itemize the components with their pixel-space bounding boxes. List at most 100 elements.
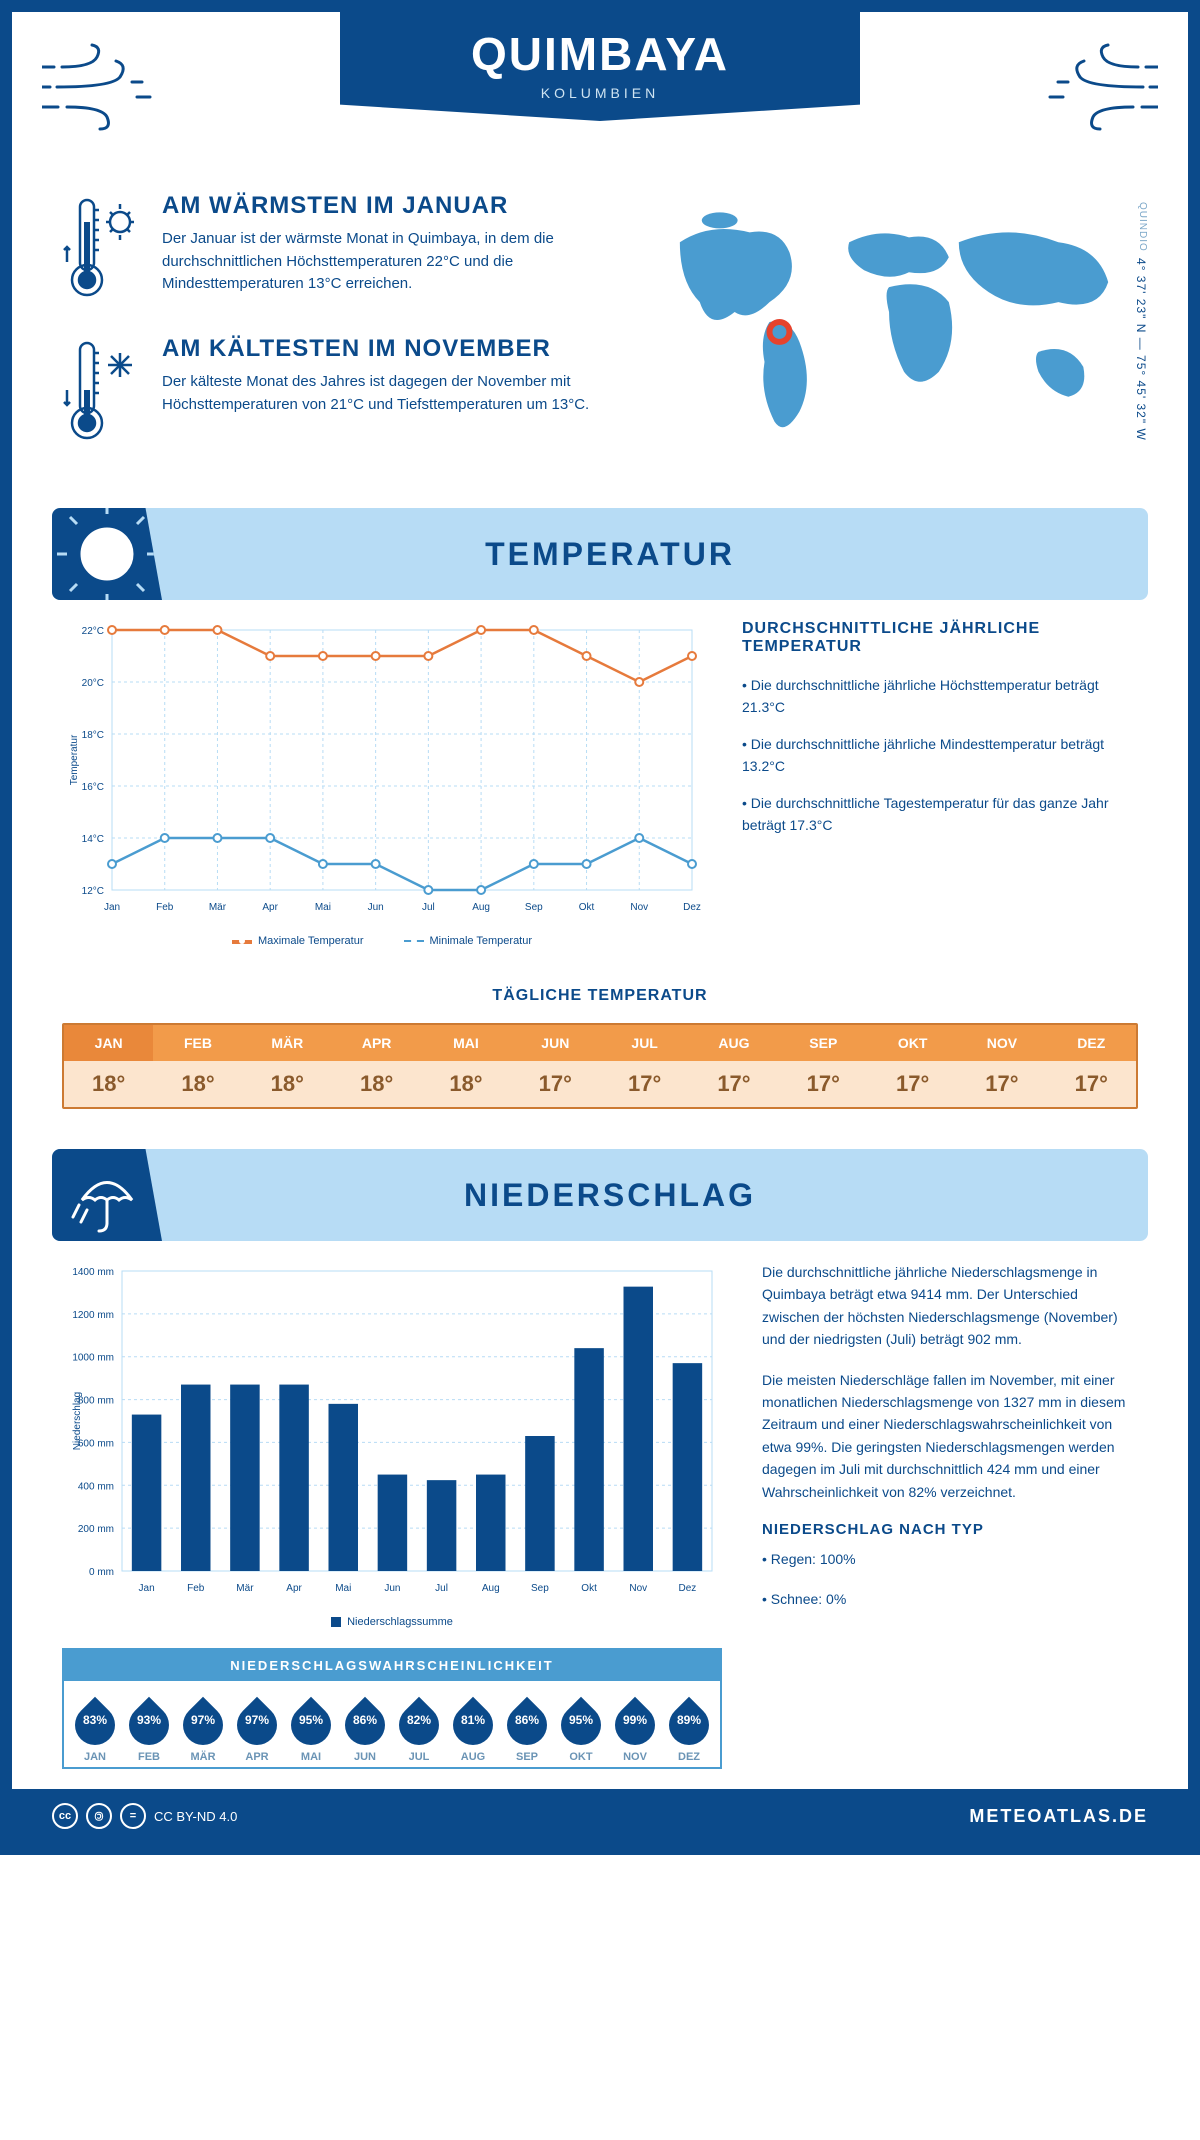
svg-text:400 mm: 400 mm (78, 1481, 114, 1492)
temperature-heading: TEMPERATUR (162, 536, 1058, 573)
svg-text:Niederschlag: Niederschlag (72, 1392, 83, 1450)
svg-text:Mär: Mär (209, 902, 227, 913)
svg-text:0 mm: 0 mm (89, 1567, 114, 1578)
probability-cell: 99% NOV (608, 1695, 662, 1763)
drop-icon: 99% (615, 1695, 655, 1745)
svg-text:800 mm: 800 mm (78, 1396, 114, 1407)
probability-cell: 95% OKT (554, 1695, 608, 1763)
svg-text:Apr: Apr (286, 1583, 302, 1594)
coldest-text: Der kälteste Monat des Jahres ist dagege… (162, 371, 610, 416)
precip-type-title: NIEDERSCHLAG NACH TYP (762, 1521, 1138, 1538)
warmest-text: Der Januar ist der wärmste Monat in Quim… (162, 228, 610, 296)
svg-text:Aug: Aug (482, 1583, 500, 1594)
drop-icon: 83% (75, 1695, 115, 1745)
license: cc 🄯 = CC BY-ND 4.0 (52, 1803, 237, 1829)
drop-icon: 97% (237, 1695, 277, 1745)
latlon-label: 4° 37' 23" N — 75° 45' 32" W (1134, 258, 1148, 441)
page-subtitle: KOLUMBIEN (340, 85, 860, 101)
svg-text:Jul: Jul (435, 1583, 448, 1594)
table-header: NOV (957, 1025, 1046, 1061)
svg-text:600 mm: 600 mm (78, 1438, 114, 1449)
table-header: DEZ (1047, 1025, 1136, 1061)
table-cell: 18° (332, 1061, 421, 1107)
table-cell: 17° (957, 1061, 1046, 1107)
drop-icon: 95% (561, 1695, 601, 1745)
page-title: QUIMBAYA (340, 27, 860, 81)
coordinates: QUINDIO 4° 37' 23" N — 75° 45' 32" W (1134, 202, 1148, 441)
table-cell: 17° (1047, 1061, 1136, 1107)
table-cell: 17° (511, 1061, 600, 1107)
by-icon: 🄯 (86, 1803, 112, 1829)
temp-info-p1: • Die durchschnittliche jährliche Höchst… (742, 674, 1138, 719)
svg-text:Sep: Sep (531, 1583, 549, 1594)
temperature-chart: 12°C14°C16°C18°C20°C22°CJanFebMärAprMaiJ… (62, 620, 702, 947)
warmest-fact: AM WÄRMSTEN IM JANUAR Der Januar ist der… (62, 192, 610, 307)
svg-text:18°C: 18°C (82, 730, 104, 741)
table-cell: 17° (600, 1061, 689, 1107)
table-header: APR (332, 1025, 421, 1061)
svg-text:Feb: Feb (156, 902, 174, 913)
daily-temp-table: JANFEBMÄRAPRMAIJUNJULAUGSEPOKTNOVDEZ 18°… (62, 1023, 1138, 1109)
table-header: AUG (689, 1025, 778, 1061)
svg-text:Jul: Jul (422, 902, 435, 913)
svg-text:Okt: Okt (579, 902, 595, 913)
precip-type-2: • Schnee: 0% (762, 1588, 1138, 1610)
footer: cc 🄯 = CC BY-ND 4.0 METEOATLAS.DE (12, 1789, 1188, 1843)
svg-text:Jan: Jan (139, 1583, 155, 1594)
precipitation-info: Die durchschnittliche jährliche Niedersc… (762, 1261, 1138, 1769)
umbrella-icon (52, 1149, 162, 1241)
drop-icon: 81% (453, 1695, 493, 1745)
wind-icon (1018, 37, 1158, 142)
table-cell: 17° (779, 1061, 868, 1107)
table-cell: 17° (868, 1061, 957, 1107)
probability-cell: 89% DEZ (662, 1695, 716, 1763)
table-header: OKT (868, 1025, 957, 1061)
table-header: SEP (779, 1025, 868, 1061)
legend-max: Maximale Temperatur (232, 935, 364, 947)
svg-text:200 mm: 200 mm (78, 1524, 114, 1535)
probability-title: NIEDERSCHLAGSWAHRSCHEINLICHKEIT (64, 1650, 720, 1681)
table-header: MAI (421, 1025, 510, 1061)
precip-p1: Die durchschnittliche jährliche Niedersc… (762, 1261, 1138, 1351)
precip-p2: Die meisten Niederschläge fallen im Nove… (762, 1369, 1138, 1503)
svg-text:Mai: Mai (315, 902, 331, 913)
precipitation-chart: 0 mm 200 mm 400 mm 600 mm 800 mm 1000 mm 1200 … (62, 1261, 722, 1769)
svg-text:Dez: Dez (683, 902, 701, 913)
header: QUIMBAYA KOLUMBIEN (12, 12, 1188, 182)
nd-icon: = (120, 1803, 146, 1829)
precipitation-section-bar: NIEDERSCHLAG (52, 1149, 1148, 1241)
svg-text:Jan: Jan (104, 902, 120, 913)
svg-text:1000 mm: 1000 mm (72, 1353, 114, 1364)
table-cell: 18° (421, 1061, 510, 1107)
svg-text:Temperatur: Temperatur (69, 734, 80, 785)
svg-text:1200 mm: 1200 mm (72, 1310, 114, 1321)
legend-precip: Niederschlagssumme (331, 1616, 453, 1628)
temp-info-p2: • Die durchschnittliche jährliche Mindes… (742, 733, 1138, 778)
table-header: FEB (153, 1025, 242, 1061)
coldest-fact: AM KÄLTESTEN IM NOVEMBER Der kälteste Mo… (62, 335, 610, 450)
probability-cell: 97% APR (230, 1695, 284, 1763)
drop-icon: 95% (291, 1695, 331, 1745)
wind-icon (42, 37, 182, 142)
cc-icon: cc (52, 1803, 78, 1829)
probability-cell: 83% JAN (68, 1695, 122, 1763)
sun-icon (52, 508, 162, 600)
drop-icon: 93% (129, 1695, 169, 1745)
title-banner: QUIMBAYA KOLUMBIEN (340, 12, 860, 121)
svg-text:Mai: Mai (335, 1583, 351, 1594)
thermometer-sun-icon (62, 192, 142, 307)
probability-cell: 86% JUN (338, 1695, 392, 1763)
temperature-info: DURCHSCHNITTLICHE JÄHRLICHE TEMPERATUR •… (742, 620, 1138, 947)
table-header: JUN (511, 1025, 600, 1061)
precip-type-1: • Regen: 100% (762, 1548, 1138, 1570)
svg-text:Jun: Jun (384, 1583, 400, 1594)
probability-cell: 86% SEP (500, 1695, 554, 1763)
thermometer-snow-icon (62, 335, 142, 450)
table-cell: 17° (689, 1061, 778, 1107)
coldest-title: AM KÄLTESTEN IM NOVEMBER (162, 335, 610, 363)
svg-text:14°C: 14°C (82, 834, 104, 845)
svg-text:Sep: Sep (525, 902, 543, 913)
warmest-title: AM WÄRMSTEN IM JANUAR (162, 192, 610, 220)
region-label: QUINDIO (1134, 202, 1148, 252)
table-cell: 18° (243, 1061, 332, 1107)
